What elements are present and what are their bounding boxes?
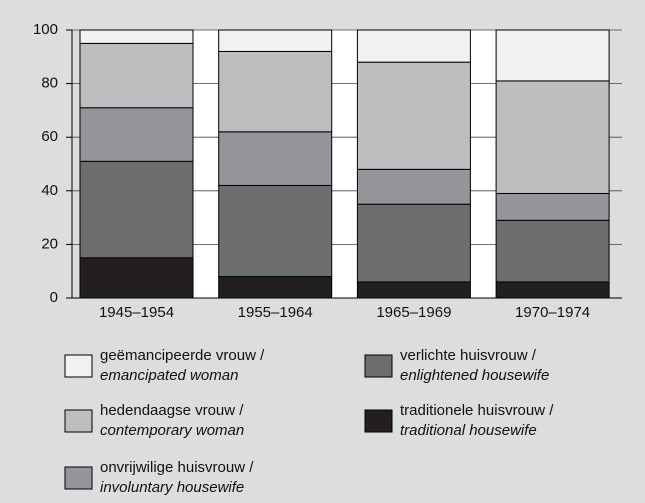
y-tick-label: 20 [41, 235, 58, 252]
legend-label-en: contemporary woman [100, 422, 244, 439]
bar-segment [356, 203, 471, 283]
bar-segment [495, 192, 610, 221]
bar-segment [356, 61, 471, 170]
bar-segment [356, 281, 471, 299]
bar-gap [470, 30, 497, 298]
legend-label: hedendaagse vrouw / [100, 402, 244, 419]
legend-swatch [64, 354, 93, 378]
x-tick-label: 1970–1974 [515, 304, 590, 321]
legend-label-en: traditional housewife [400, 422, 537, 439]
legend-label-en: involuntary housewife [100, 479, 244, 496]
legend-swatch [364, 409, 393, 433]
bar-segment [495, 281, 610, 299]
legend-swatch [64, 466, 93, 490]
bar-segment [495, 80, 610, 194]
bar-segment [218, 29, 333, 52]
legend-label-en: emancipated woman [100, 367, 238, 384]
bar-segment [218, 131, 333, 186]
y-tick-label: 60 [41, 128, 58, 145]
bar-segment [218, 50, 333, 133]
bar-segment [495, 219, 610, 283]
legend-label: traditionele huisvrouw / [400, 402, 554, 419]
bar-segment [79, 160, 194, 259]
legend-label-en: enlightened housewife [400, 367, 549, 384]
x-tick-label: 1965–1969 [376, 304, 451, 321]
y-tick-label: 100 [33, 21, 58, 38]
y-tick-label: 80 [41, 75, 58, 92]
bar-gap [193, 30, 219, 298]
bar-gap [331, 30, 358, 298]
bar-segment [495, 29, 610, 82]
bar-segment [79, 107, 194, 162]
legend-swatch [64, 409, 93, 433]
y-tick-label: 40 [41, 182, 58, 199]
bar-segment [356, 29, 471, 63]
bar-segment [79, 257, 194, 299]
y-tick-label: 0 [50, 289, 58, 306]
x-tick-label: 1955–1964 [238, 304, 313, 321]
bar-segment [218, 276, 333, 299]
bar-segment [79, 29, 194, 44]
legend-label: onvrijwilige huisvrouw / [100, 459, 254, 476]
bar-segment [79, 42, 194, 109]
legend-label: verlichte huisvrouw / [400, 347, 537, 364]
x-tick-label: 1945–1954 [99, 304, 174, 321]
legend-label: geëmancipeerde vrouw / [100, 347, 265, 364]
bar-segment [218, 184, 333, 278]
legend-swatch [364, 354, 393, 378]
bar-segment [356, 168, 471, 205]
